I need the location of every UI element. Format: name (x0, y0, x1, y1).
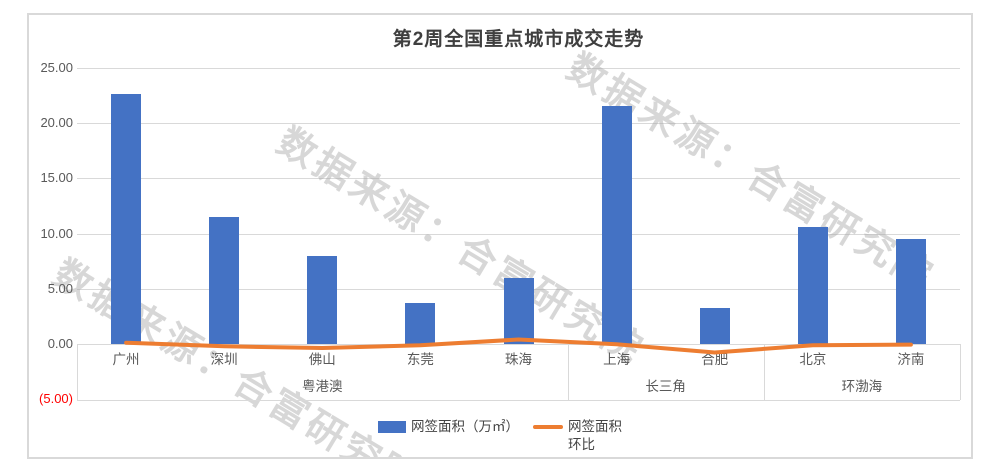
axis-band-divider (960, 344, 961, 400)
y-axis-tick-label: 5.00 (47, 280, 73, 296)
x-axis-category-label: 东莞 (406, 352, 434, 367)
line-series-label: 网签面积环比 (568, 419, 622, 452)
axis-band-divider (77, 344, 78, 400)
bar-济南 (895, 239, 926, 344)
bar-广州 (111, 94, 142, 344)
x-axis-group-label: 环渤海 (841, 379, 883, 394)
bar-珠海 (503, 277, 534, 344)
gridline (77, 178, 960, 180)
chart-area: 数据来源：合富研究院 数据来源：合富研究院 数据来源：合富研究院 第2周全国重点… (27, 13, 973, 459)
y-axis-tick-label: 0.00 (47, 336, 73, 351)
x-axis-category-label: 济南 (897, 352, 925, 367)
legend-item-line[interactable]: 网签面积环比 (533, 418, 626, 454)
x-axis-category-label: 深圳 (210, 352, 238, 367)
legend: 网签面积（万㎡） 网签面积环比 (29, 418, 971, 454)
x-axis-category-label: 珠海 (504, 352, 532, 367)
axis-band-bottom-border (77, 400, 960, 401)
y-axis-tick-label: 25.00 (40, 60, 73, 75)
gridline (77, 123, 960, 125)
bar-上海 (601, 105, 632, 344)
y-axis-tick-label: (5.00) (39, 391, 73, 407)
x-axis-category-label: 上海 (603, 352, 631, 367)
x-axis-category-label: 合肥 (701, 352, 729, 367)
bar-series-swatch (378, 421, 406, 433)
bar-深圳 (209, 217, 240, 344)
gridline (77, 68, 960, 69)
x-axis-category-label: 广州 (112, 352, 140, 367)
x-axis-category-label: 佛山 (308, 352, 336, 367)
axis-band-divider (567, 344, 569, 400)
bar-东莞 (405, 303, 436, 344)
bar-series-label: 网签面积（万㎡） (411, 419, 519, 434)
bar-北京 (797, 226, 828, 344)
bar-佛山 (307, 255, 338, 344)
x-axis-group-label: 长三角 (645, 379, 686, 394)
legend-item-bar[interactable]: 网签面积（万㎡） (378, 418, 519, 436)
x-axis-category-label: 北京 (799, 352, 827, 367)
y-axis-tick-label: 10.00 (40, 225, 73, 241)
axis-band-divider (763, 344, 765, 400)
y-axis-tick-label: 15.00 (40, 170, 73, 186)
line-series-swatch (533, 425, 563, 429)
bar-合肥 (699, 307, 730, 344)
chart-title: 第2周全国重点城市成交走势 (392, 29, 645, 50)
x-axis-group-label: 粤港澳 (302, 379, 343, 394)
y-axis-tick-label: 20.00 (40, 115, 73, 131)
gridline (77, 233, 960, 235)
